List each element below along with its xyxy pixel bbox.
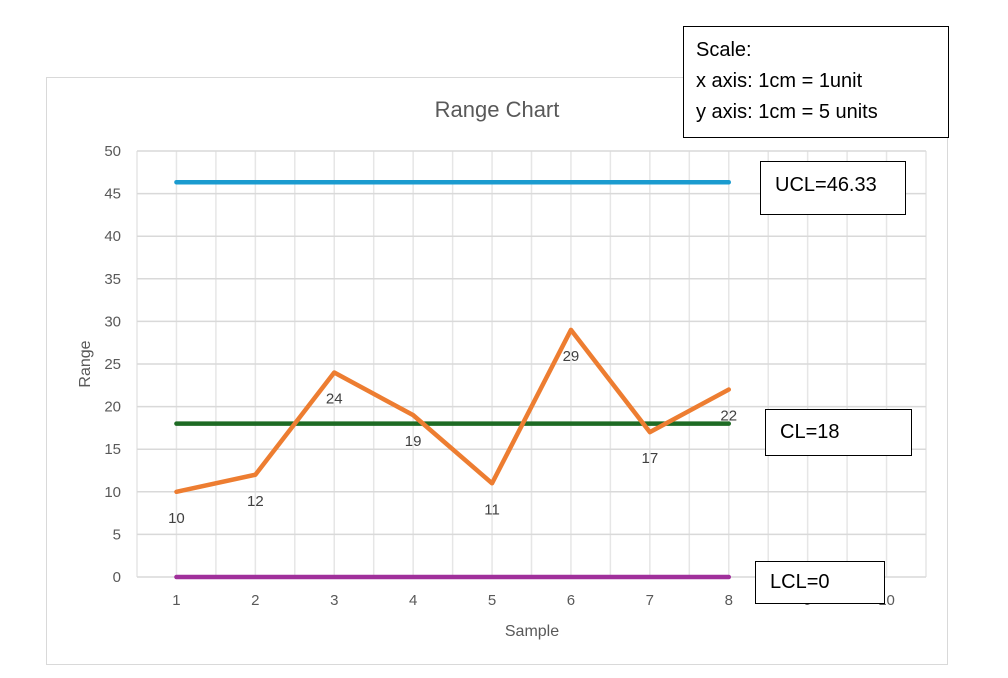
ucl-label: UCL=46.33 — [760, 161, 906, 215]
data-label: 12 — [247, 493, 264, 510]
y-tick-label: 30 — [104, 313, 121, 330]
x-tick-label: 7 — [646, 592, 654, 609]
data-label: 10 — [168, 510, 185, 527]
data-label: 29 — [563, 348, 580, 365]
lcl-label: LCL=0 — [755, 561, 885, 604]
scale-y: y axis: 1cm = 5 units — [696, 101, 878, 123]
scale-note: Scale: x axis: 1cm = 1unit y axis: 1cm =… — [683, 26, 949, 138]
cl-label: CL=18 — [765, 409, 912, 456]
y-tick-label: 20 — [104, 399, 121, 416]
x-axis-label: Sample — [505, 623, 559, 640]
y-tick-label: 35 — [104, 271, 121, 288]
chart-title: Range Chart — [435, 97, 560, 122]
data-label: 17 — [642, 450, 659, 467]
data-label: 11 — [484, 501, 500, 518]
x-tick-label: 3 — [330, 592, 338, 609]
y-axis-label: Range — [77, 340, 94, 387]
x-tick-label: 1 — [172, 592, 180, 609]
data-label: 19 — [405, 433, 422, 450]
data-label: 22 — [720, 408, 737, 425]
y-tick-label: 0 — [113, 569, 121, 586]
y-tick-label: 10 — [104, 484, 121, 501]
y-tick-label: 45 — [104, 186, 121, 203]
range-series-line — [174, 327, 731, 495]
y-tick-label: 25 — [104, 356, 121, 373]
y-tick-label: 50 — [104, 143, 121, 160]
x-tick-label: 4 — [409, 592, 417, 609]
x-tick-label: 8 — [725, 592, 733, 609]
scale-x: x axis: 1cm = 1unit — [696, 70, 863, 92]
y-tick-label: 5 — [113, 526, 121, 543]
scale-title: Scale: — [696, 39, 752, 61]
y-tick-label: 40 — [104, 228, 121, 245]
chart-area — [46, 77, 948, 665]
data-label: 24 — [326, 391, 343, 408]
x-tick-label: 5 — [488, 592, 496, 609]
x-tick-label: 6 — [567, 592, 575, 609]
x-tick-label: 2 — [251, 592, 259, 609]
y-tick-label: 15 — [104, 441, 121, 458]
